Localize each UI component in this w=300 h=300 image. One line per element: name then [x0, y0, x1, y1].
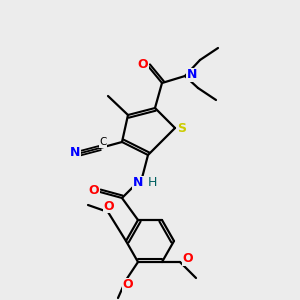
Text: O: O [104, 200, 114, 212]
Text: N: N [70, 146, 80, 160]
Text: O: O [138, 58, 148, 71]
Text: S: S [178, 122, 187, 134]
Text: O: O [183, 253, 193, 266]
Text: O: O [89, 184, 99, 197]
Text: H: H [147, 176, 157, 190]
Text: N: N [133, 176, 143, 190]
Text: N: N [187, 68, 197, 82]
Text: O: O [123, 278, 133, 292]
Text: C: C [99, 137, 107, 147]
